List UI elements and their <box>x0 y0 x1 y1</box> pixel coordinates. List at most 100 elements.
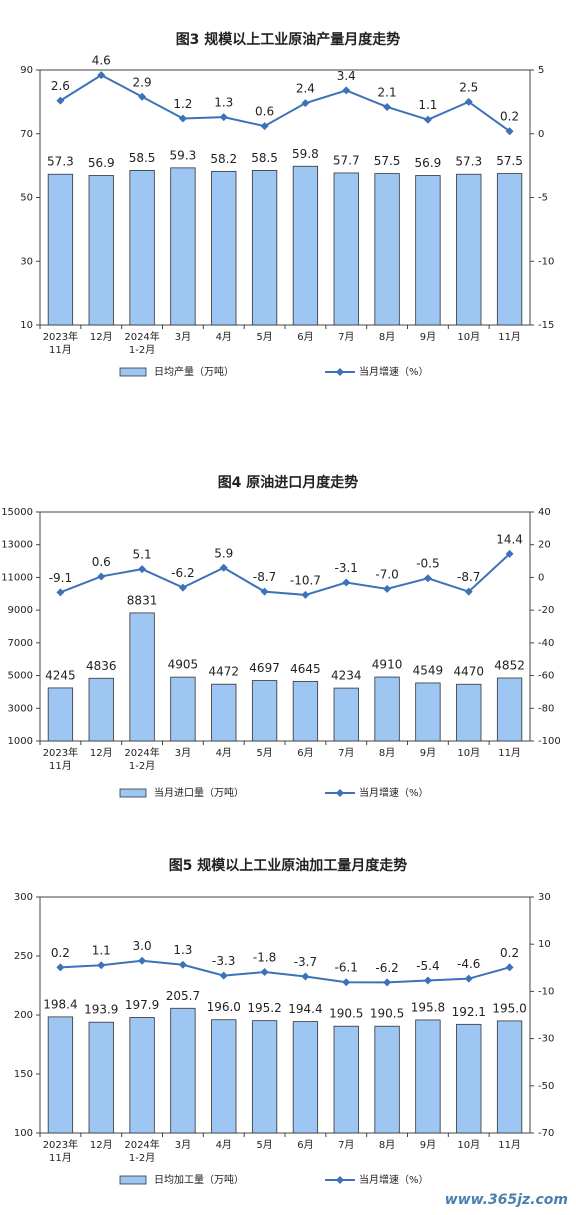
line-value-label: -3.1 <box>335 561 358 575</box>
x-tick-label: 10月 <box>457 1139 480 1151</box>
x-tick-label: 8月 <box>379 331 395 343</box>
bar-value-label: 56.9 <box>88 156 115 170</box>
bar-value-label: 58.5 <box>251 151 278 165</box>
bar <box>456 683 482 742</box>
x-tick-label: 3月 <box>175 1139 191 1151</box>
bar <box>333 1025 359 1134</box>
bar <box>211 1019 237 1134</box>
x-tick-label: 12月 <box>90 747 113 759</box>
watermark: www.365jz.com <box>445 1192 568 1208</box>
legend-label: 当月进口量（万吨） <box>154 786 244 799</box>
bar <box>129 1017 155 1134</box>
line-marker <box>342 86 351 95</box>
line-value-label: -10.7 <box>290 573 321 587</box>
bar <box>47 173 74 326</box>
bar <box>333 687 359 742</box>
bar <box>129 170 155 326</box>
line-value-label: -5.4 <box>416 959 439 973</box>
x-tick-label: 2024年 1-2月 <box>124 1138 159 1164</box>
bar <box>456 1023 482 1134</box>
bar-value-label: 196.0 <box>207 1000 241 1014</box>
bar-value-label: 194.4 <box>288 1002 322 1016</box>
bar <box>374 676 400 742</box>
bar <box>88 1021 114 1134</box>
legend-swatch <box>119 367 147 377</box>
line-marker <box>301 972 310 981</box>
line-marker <box>97 71 106 80</box>
line-marker <box>505 127 514 136</box>
line-marker <box>505 549 514 558</box>
line-value-label: -0.5 <box>416 557 439 571</box>
bar <box>211 683 237 742</box>
y-tick-label: 300 <box>14 892 33 903</box>
line <box>60 553 511 596</box>
y-tick-label: 1000 <box>8 736 33 747</box>
line <box>59 73 511 133</box>
x-tick-label: 2023年 11月 <box>43 330 78 356</box>
y2-tick-label: 10 <box>538 939 551 950</box>
line-value-label: 1.3 <box>214 96 233 110</box>
x-tick-label: 10月 <box>457 747 480 759</box>
x-tick-label: 11月 <box>498 747 521 759</box>
line-marker <box>138 956 147 965</box>
bar <box>496 173 523 326</box>
chart-title: 图3 规模以上工业原油产量月度走势 <box>176 31 401 48</box>
legend-label: 当月增速（%） <box>359 1173 429 1186</box>
line-marker <box>219 971 228 980</box>
line-value-label: -3.7 <box>294 955 317 969</box>
line-marker <box>342 978 351 987</box>
x-tick-label: 3月 <box>175 331 191 343</box>
bar-value-label: 190.5 <box>329 1007 363 1021</box>
y2-tick-label: -20 <box>538 605 554 616</box>
line-marker <box>178 583 187 592</box>
y2-tick-label: 0 <box>538 572 544 583</box>
y2-tick-label: 5 <box>538 65 544 76</box>
y-tick-label: 200 <box>14 1010 33 1021</box>
bar <box>129 612 155 742</box>
x-tick-label: 7月 <box>338 1139 354 1151</box>
bar <box>251 1020 278 1134</box>
x-tick-label: 9月 <box>420 747 436 759</box>
x-tick-label: 7月 <box>338 747 354 759</box>
line-marker <box>423 115 432 124</box>
line-marker <box>260 122 269 131</box>
line-marker <box>260 968 269 977</box>
line-marker <box>383 978 392 987</box>
y2-tick-label: 40 <box>538 507 551 518</box>
line <box>60 959 510 984</box>
line-value-label: -4.6 <box>457 957 480 971</box>
x-tick-label: 2024年 1-2月 <box>124 746 159 772</box>
x-tick-label: 8月 <box>379 1139 395 1151</box>
legend-marker <box>336 789 344 797</box>
line-marker <box>423 976 432 985</box>
line-marker <box>97 961 106 970</box>
line-marker <box>464 97 473 106</box>
y2-tick-label: -50 <box>538 1081 554 1092</box>
line-value-label: -7.0 <box>375 567 398 581</box>
bar <box>88 175 114 326</box>
line-value-label: 2.5 <box>459 80 478 94</box>
y2-tick-label: 30 <box>538 892 551 903</box>
y2-tick-label: -15 <box>538 320 554 331</box>
bar <box>251 680 278 742</box>
y2-tick-label: -5 <box>538 193 548 204</box>
line-value-label: -8.7 <box>457 570 480 584</box>
x-tick-label: 12月 <box>90 1139 113 1151</box>
line-marker <box>138 92 147 101</box>
bar-value-label: 195.0 <box>492 1001 526 1015</box>
bar <box>374 173 400 326</box>
bar-value-label: 4234 <box>331 669 362 683</box>
bar-value-label: 8831 <box>127 593 158 607</box>
line-value-label: -6.1 <box>335 961 358 975</box>
bar-value-label: 57.5 <box>496 154 523 168</box>
bar-value-label: 59.8 <box>292 147 319 161</box>
x-tick-label: 5月 <box>256 747 272 759</box>
bar <box>170 167 196 326</box>
bar-value-label: 193.9 <box>84 1003 118 1017</box>
bar <box>496 677 523 742</box>
line-value-label: 1.1 <box>418 98 437 112</box>
line-value-label: 5.1 <box>133 548 152 562</box>
bar <box>47 687 74 742</box>
bar-value-label: 4549 <box>413 663 444 677</box>
y-tick-label: 11000 <box>1 572 33 583</box>
